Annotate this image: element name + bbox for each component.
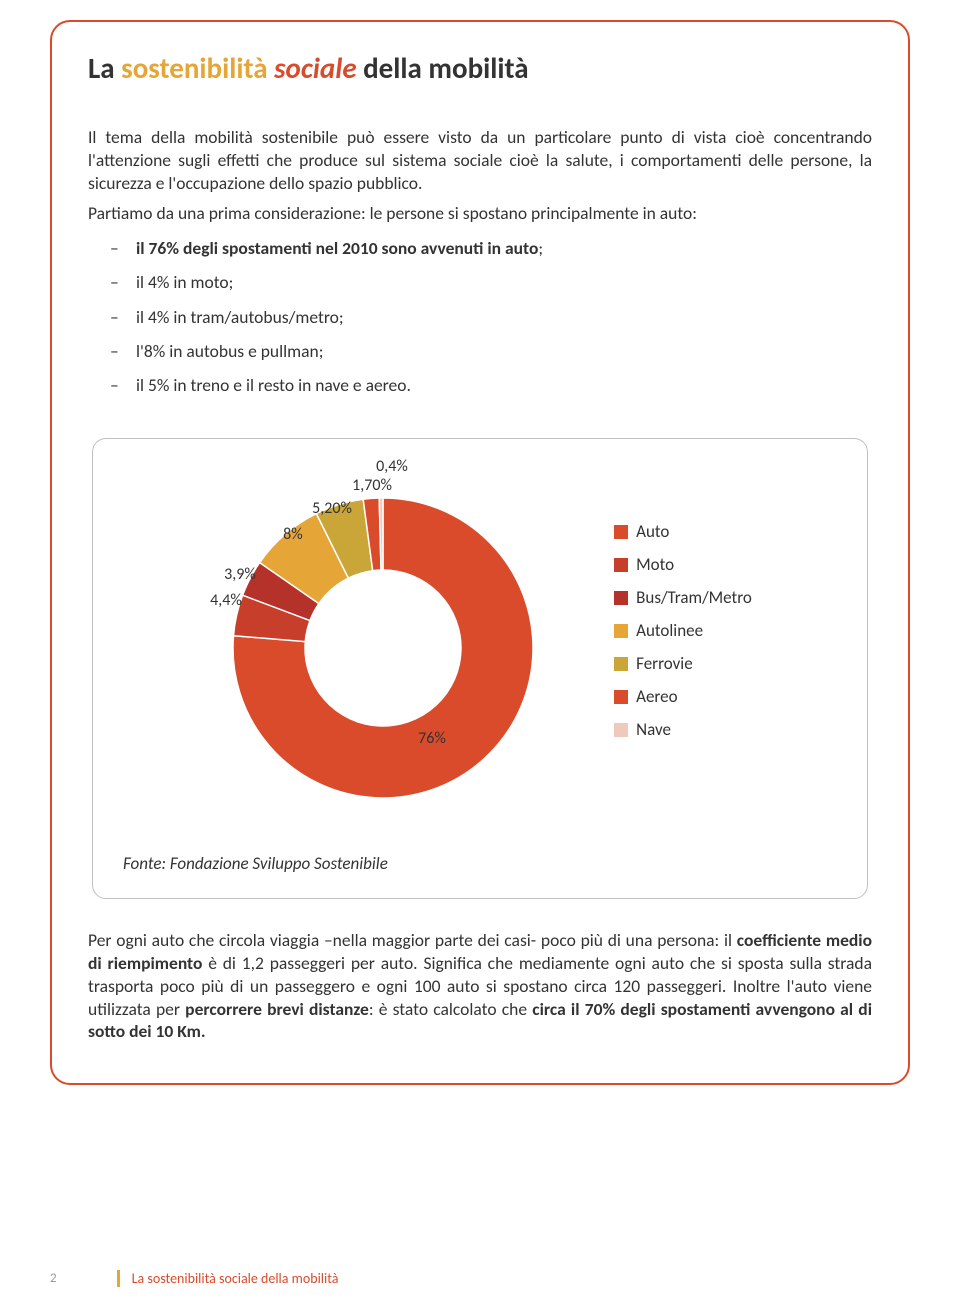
legend-swatch bbox=[614, 525, 628, 539]
page-container: La sostenibilità sociale della mobilità … bbox=[0, 0, 960, 1307]
title-part-1: La bbox=[88, 50, 121, 86]
page-title: La sostenibilità sociale della mobilità bbox=[88, 50, 872, 86]
list-item: il 4% in moto; bbox=[136, 269, 872, 295]
chart-legend: Auto Moto Bus/Tram/Metro Autolinee Ferrovie A… bbox=[614, 463, 752, 752]
text-span: Per ogni auto che circola viaggia –nella… bbox=[88, 929, 737, 951]
donut-chart: 76%4,4%3,9%8%5,20%1,70%0,4% bbox=[208, 463, 558, 813]
slice-label: 76% bbox=[418, 729, 446, 748]
text-span: : è stato calcolato che bbox=[369, 998, 532, 1020]
chart-source: Fonte: Fondazione Sviluppo Sostenibile bbox=[113, 853, 847, 874]
main-content-box: La sostenibilità sociale della mobilità … bbox=[50, 20, 910, 1085]
title-part-3: sociale bbox=[274, 50, 363, 86]
slice-label: 0,4% bbox=[376, 457, 408, 476]
intro-paragraph-1: Il tema della mobilità sostenibile può e… bbox=[88, 126, 872, 194]
list-item: il 5% in treno e il resto in nave e aere… bbox=[136, 372, 872, 398]
legend-swatch bbox=[614, 723, 628, 737]
legend-item: Aereo bbox=[614, 686, 752, 707]
legend-item: Autolinee bbox=[614, 620, 752, 641]
list-item-bold: il 76% degli spostamenti nel 2010 sono a… bbox=[136, 237, 538, 259]
legend-swatch bbox=[614, 690, 628, 704]
footer-title: La sostenibilità sociale della mobilità bbox=[117, 1270, 339, 1287]
body-paragraph-after: Per ogni auto che circola viaggia –nella… bbox=[88, 929, 872, 1043]
bullet-list: il 76% degli spostamenti nel 2010 sono a… bbox=[88, 235, 872, 398]
legend-label: Auto bbox=[636, 521, 669, 542]
legend-label: Autolinee bbox=[636, 620, 703, 641]
list-item: il 76% degli spostamenti nel 2010 sono a… bbox=[136, 235, 872, 261]
list-item-suffix: ; bbox=[538, 237, 543, 259]
list-item: l'8% in autobus e pullman; bbox=[136, 338, 872, 364]
legend-label: Ferrovie bbox=[636, 653, 693, 674]
legend-label: Aereo bbox=[636, 686, 677, 707]
legend-item: Ferrovie bbox=[614, 653, 752, 674]
slice-label: 1,70% bbox=[352, 476, 392, 495]
slice-label: 5,20% bbox=[312, 499, 352, 518]
donut-svg bbox=[208, 463, 558, 813]
legend-label: Nave bbox=[636, 719, 671, 740]
intro-paragraph-2: Partiamo da una prima considerazione: le… bbox=[88, 202, 872, 225]
page-footer: 2 La sostenibilità sociale della mobilit… bbox=[50, 1270, 910, 1287]
title-part-4: della mobilità bbox=[363, 50, 528, 86]
chart-panel: 76% 4,4% 3,9% 8% 5,20%1,70%0,4% Auto Moto Bus/… bbox=[92, 438, 868, 899]
legend-item: Auto bbox=[614, 521, 752, 542]
chart-area: 76%4,4%3,9%8%5,20%1,70%0,4% AutoMotoBus/… bbox=[113, 463, 847, 813]
legend-item: Bus/Tram/Metro bbox=[614, 587, 752, 608]
title-part-2: sostenibilità bbox=[121, 50, 274, 86]
legend-item: Moto bbox=[614, 554, 752, 575]
list-item-text: il 4% in tram/autobus/metro; bbox=[136, 306, 344, 328]
slice-label: 4,4% bbox=[210, 591, 242, 610]
list-item-text: il 4% in moto; bbox=[136, 271, 233, 293]
donut-slices bbox=[233, 498, 533, 798]
list-item-text: l'8% in autobus e pullman; bbox=[136, 340, 323, 362]
legend-item: Nave bbox=[614, 719, 752, 740]
legend-swatch bbox=[614, 624, 628, 638]
legend-label: Bus/Tram/Metro bbox=[636, 587, 752, 608]
page-number: 2 bbox=[50, 1271, 57, 1286]
list-item-text: il 5% in treno e il resto in nave e aere… bbox=[136, 374, 411, 396]
list-item: il 4% in tram/autobus/metro; bbox=[136, 304, 872, 330]
legend-swatch bbox=[614, 558, 628, 572]
slice-label: 8% bbox=[283, 525, 303, 544]
slice-label: 3,9% bbox=[224, 565, 256, 584]
legend-swatch bbox=[614, 657, 628, 671]
text-bold: percorrere brevi distanze bbox=[185, 998, 369, 1020]
legend-swatch bbox=[614, 591, 628, 605]
legend-label: Moto bbox=[636, 554, 674, 575]
